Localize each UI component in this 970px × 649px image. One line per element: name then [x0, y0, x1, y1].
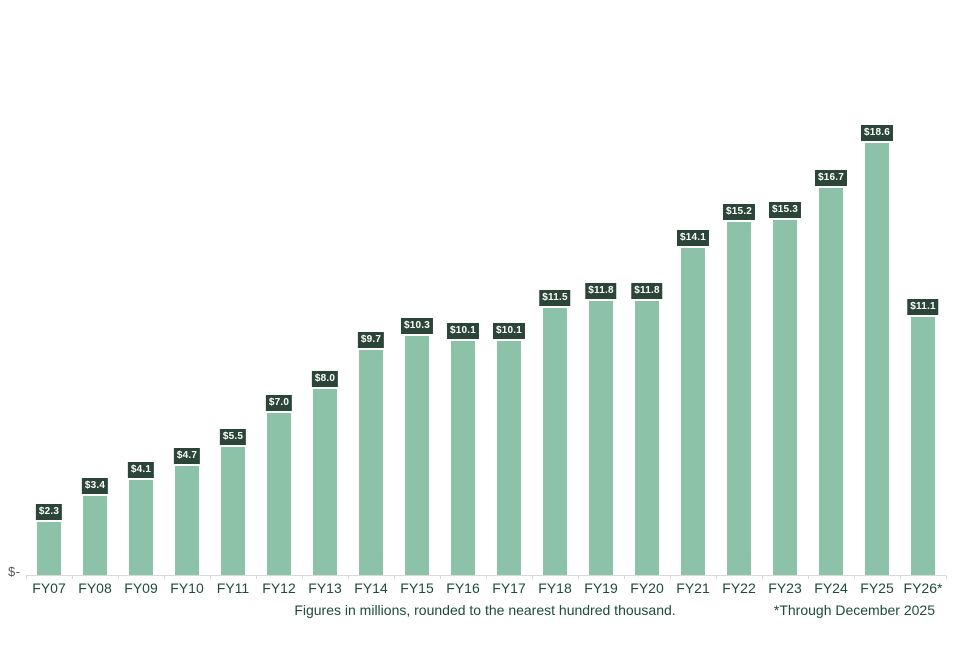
axis-tick: [256, 575, 257, 579]
axis-tick: [118, 575, 119, 579]
x-axis-label: FY23: [768, 580, 802, 596]
axis-tick: [532, 575, 533, 579]
bar: [635, 301, 659, 575]
axis-tick: [762, 575, 763, 579]
data-label: $18.6: [860, 125, 894, 141]
bar: [865, 143, 889, 575]
data-label: $11.8: [631, 283, 663, 299]
x-axis-label: FY24: [814, 580, 848, 596]
axis-tick: [394, 575, 395, 579]
bar: [543, 308, 567, 575]
x-axis-label: FY21: [676, 580, 710, 596]
x-axis-label: FY07: [32, 580, 66, 596]
axis-tick: [164, 575, 165, 579]
data-label: $11.1: [907, 299, 939, 315]
axis-tick: [624, 575, 625, 579]
y-axis-zero-label: $-: [8, 564, 21, 579]
bar: [129, 480, 153, 575]
x-axis-label: FY20: [630, 580, 664, 596]
x-axis-label: FY13: [308, 580, 342, 596]
bar: [359, 350, 383, 575]
x-axis-label: FY12: [262, 580, 296, 596]
data-label: $3.4: [81, 478, 109, 494]
axis-tick: [946, 575, 947, 579]
bar: [773, 220, 797, 575]
axis-tick: [808, 575, 809, 579]
bar: [589, 301, 613, 575]
axis-tick: [302, 575, 303, 579]
data-label: $10.1: [492, 323, 526, 339]
axis-tick: [900, 575, 901, 579]
axis-tick: [578, 575, 579, 579]
data-label: $9.7: [357, 332, 385, 348]
footnote-figures: Figures in millions, rounded to the near…: [294, 602, 676, 618]
axis-tick: [486, 575, 487, 579]
bar: [819, 188, 843, 575]
bar: [267, 413, 291, 575]
bar: [37, 522, 61, 575]
bar: [405, 336, 429, 575]
x-axis-label: FY26*: [903, 580, 943, 596]
bar: [681, 248, 705, 575]
data-label: $11.8: [585, 283, 617, 299]
x-axis-label: FY16: [446, 580, 480, 596]
axis-tick: [72, 575, 73, 579]
bar: [451, 341, 475, 575]
footnote-through-december: *Through December 2025: [773, 602, 935, 618]
data-label: $5.5: [219, 429, 247, 445]
data-label: $14.1: [676, 230, 710, 246]
axis-tick: [716, 575, 717, 579]
data-label: $8.0: [311, 371, 339, 387]
bar: [175, 466, 199, 575]
x-axis-label: FY15: [400, 580, 434, 596]
bar: [911, 317, 935, 575]
bar: [313, 389, 337, 575]
x-axis-label: FY19: [584, 580, 618, 596]
axis-tick: [210, 575, 211, 579]
x-axis-label: FY11: [216, 580, 250, 596]
data-label: $15.2: [722, 204, 756, 220]
data-label: $15.3: [768, 202, 802, 218]
data-label: $16.7: [814, 170, 848, 186]
bar: [497, 341, 521, 575]
x-axis-label: FY08: [78, 580, 112, 596]
axis-tick: [440, 575, 441, 579]
x-axis-label: FY10: [170, 580, 204, 596]
data-label: $10.1: [446, 323, 480, 339]
axis-tick: [670, 575, 671, 579]
axis-tick: [348, 575, 349, 579]
axis-tick: [26, 575, 27, 579]
axis-tick: [854, 575, 855, 579]
x-axis-label: FY25: [860, 580, 894, 596]
data-label: $4.1: [127, 462, 155, 478]
data-label: $7.0: [265, 395, 293, 411]
data-label: $11.5: [539, 290, 571, 306]
bar: [221, 447, 245, 575]
x-axis-label: FY09: [124, 580, 158, 596]
data-label: $2.3: [35, 504, 63, 520]
x-axis-label: FY18: [538, 580, 572, 596]
x-axis-label: FY14: [354, 580, 388, 596]
x-axis-label: FY22: [722, 580, 756, 596]
bar: [83, 496, 107, 575]
data-label: $4.7: [173, 448, 201, 464]
bar: [727, 222, 751, 575]
x-axis-label: FY17: [492, 580, 526, 596]
data-label: $10.3: [400, 318, 434, 334]
